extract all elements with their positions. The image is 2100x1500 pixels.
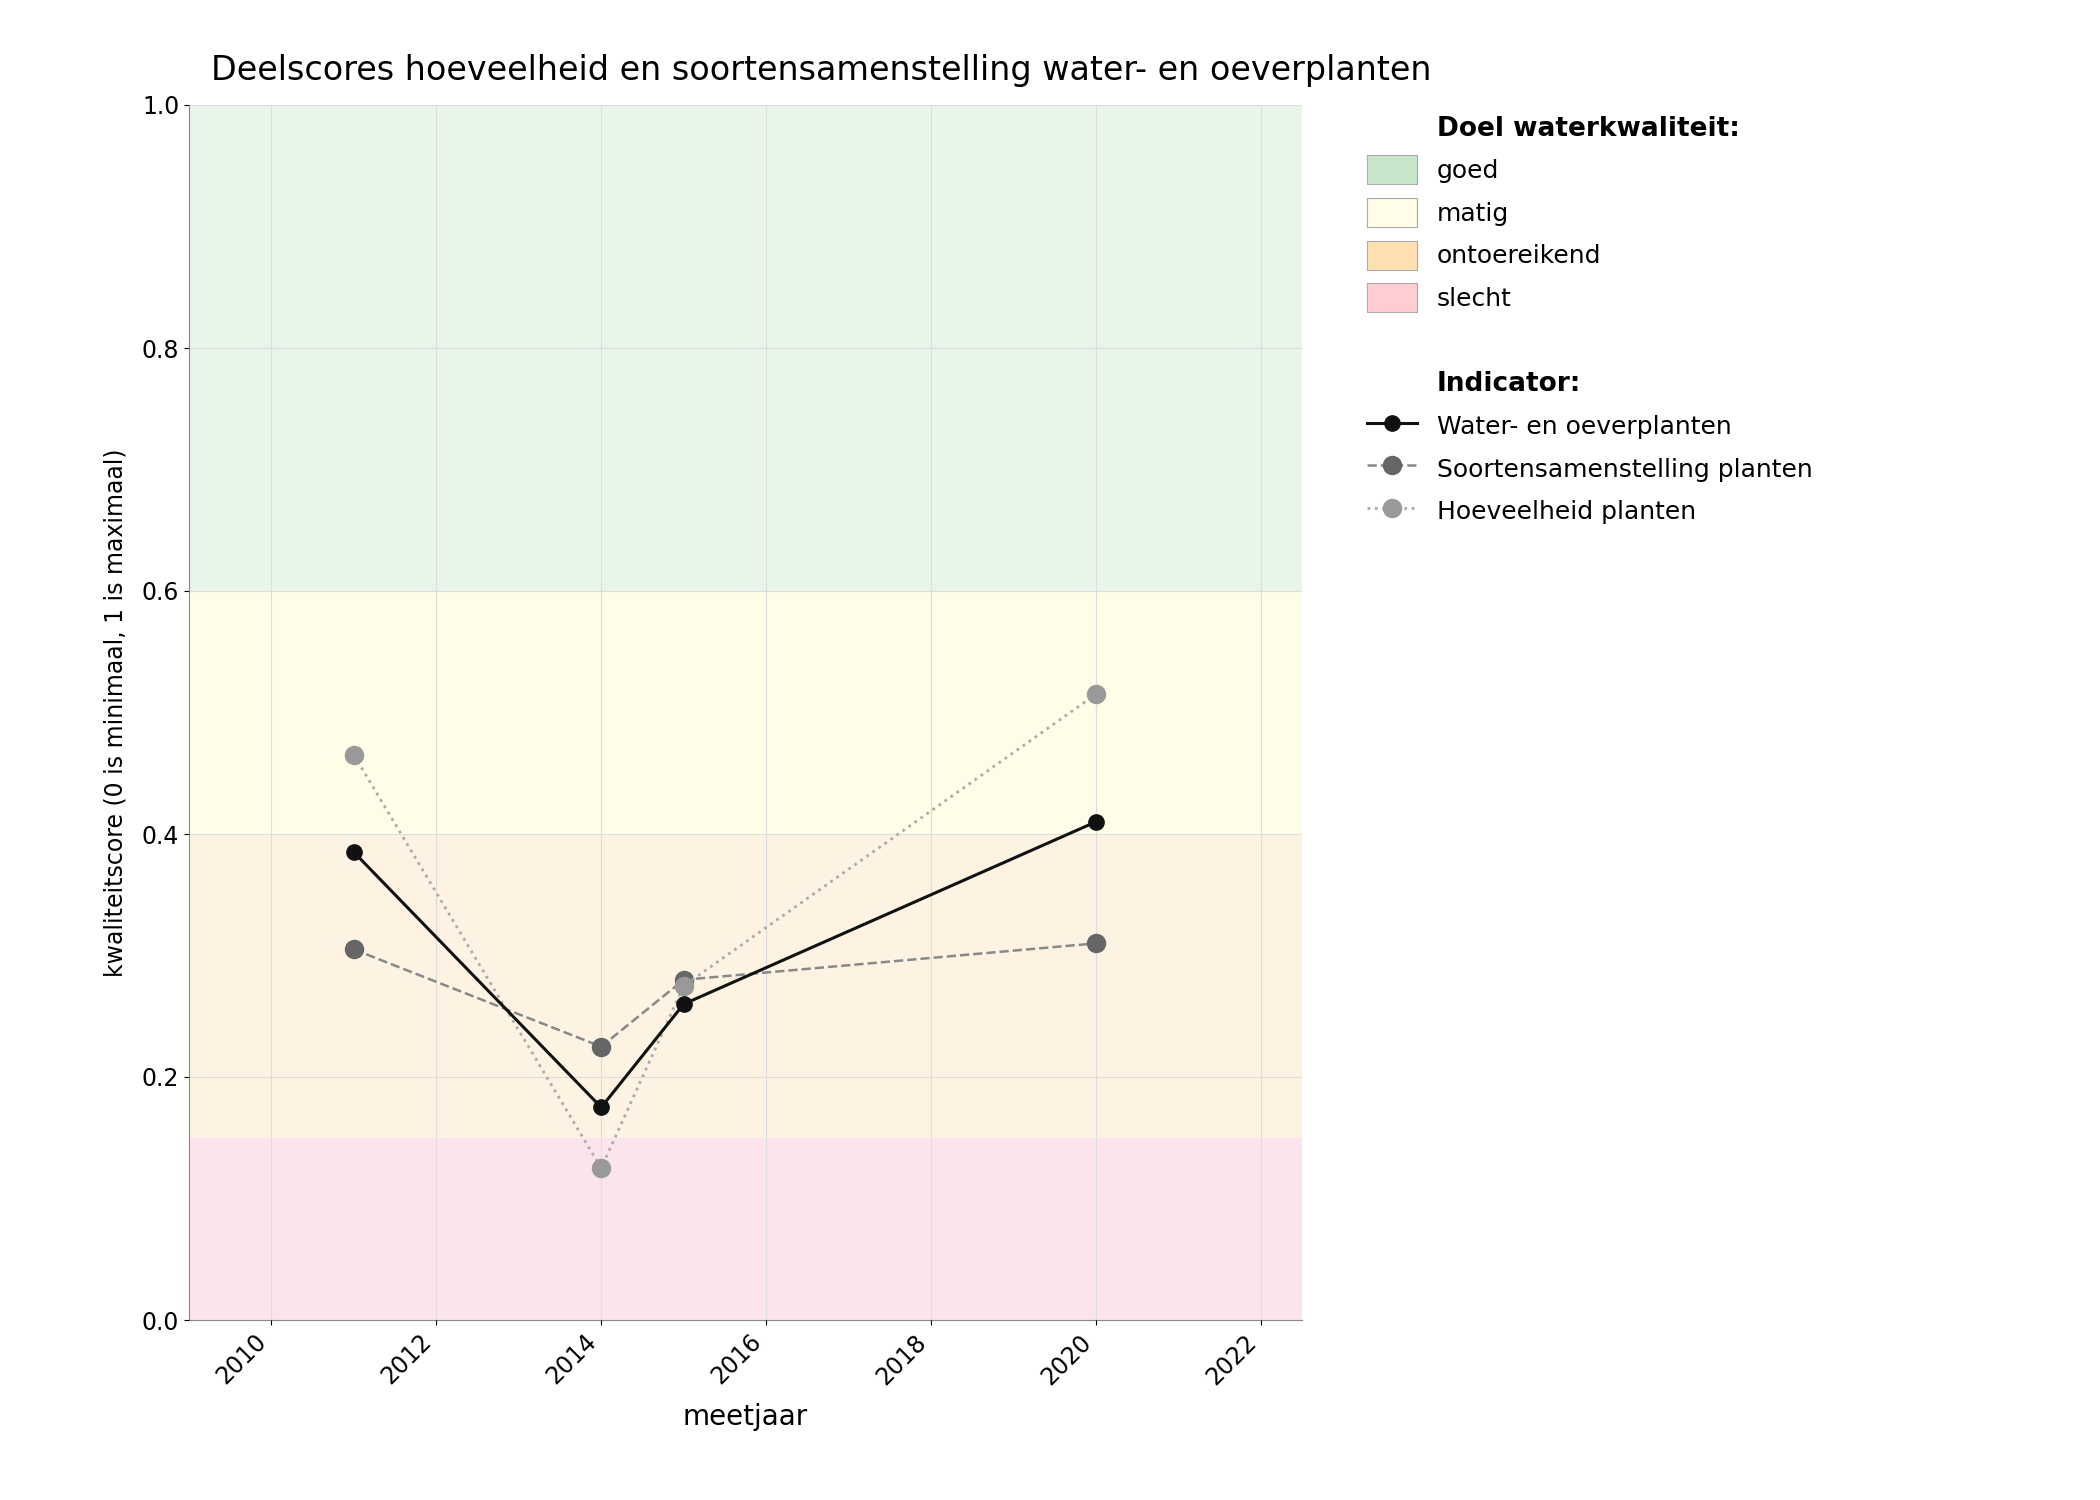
Bar [189,105,1302,591]
X-axis label: meetjaar: meetjaar [682,1402,808,1431]
Bar [189,591,1302,834]
Legend: Doel waterkwaliteit:, goed, matig, ontoereikend, slecht, , Indicator:, Water- en: Doel waterkwaliteit:, goed, matig, ontoe… [1359,105,1821,532]
Y-axis label: kwaliteitscore (0 is minimaal, 1 is maximaal): kwaliteitscore (0 is minimaal, 1 is maxi… [103,448,128,976]
Text: Deelscores hoeveelheid en soortensamenstelling water- en oeverplanten: Deelscores hoeveelheid en soortensamenst… [212,54,1432,87]
Bar [189,1137,1302,1320]
Bar [189,834,1302,1137]
